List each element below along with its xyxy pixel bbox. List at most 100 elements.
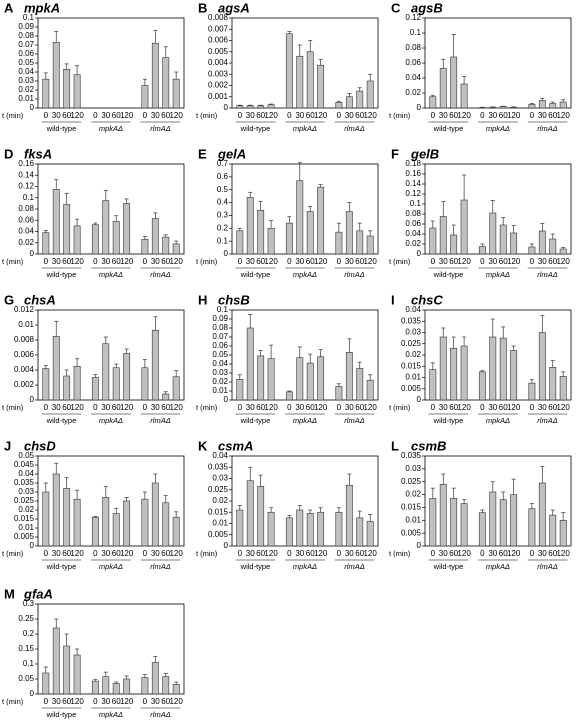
y-tick-label: 0.01 <box>18 523 34 532</box>
bar <box>296 509 304 547</box>
x-tick-label: 120 <box>457 549 471 558</box>
bar <box>439 216 447 255</box>
plot-frame <box>424 163 572 255</box>
y-tick-label: 0.08 <box>18 31 34 40</box>
bar <box>510 106 518 109</box>
y-tick-label: 0.02 <box>212 377 228 386</box>
y-tick-label: 0.1 <box>410 199 422 208</box>
x-tick-label: 60 <box>62 697 71 706</box>
y-tick-label: 0.08 <box>18 204 34 213</box>
bar <box>91 516 99 547</box>
panel-title: gelA <box>217 146 246 161</box>
bar <box>91 224 99 255</box>
bar <box>141 239 149 255</box>
bar <box>172 516 180 547</box>
bar <box>450 56 458 109</box>
bar <box>236 378 244 401</box>
x-tick-label: 60 <box>449 111 458 120</box>
group-label: mpkAΔ <box>99 562 123 571</box>
x-tick-label: 30 <box>246 257 255 266</box>
group-label: wild-type <box>240 270 271 279</box>
group-label: wild-type <box>240 562 271 571</box>
x-tick-label: 0 <box>287 257 292 266</box>
group-label: wild-type <box>46 562 77 571</box>
y-tick-label: 0.003 <box>208 69 229 78</box>
x-tick-label: 0 <box>530 111 535 120</box>
plot-frame <box>231 309 379 401</box>
group-label: mpkAΔ <box>293 562 317 571</box>
bar <box>52 189 60 255</box>
y-tick-label: 0.015 <box>401 503 422 512</box>
bar <box>317 356 325 401</box>
bar <box>267 358 275 401</box>
bar <box>73 498 81 547</box>
x-axis-label: t (min) <box>2 697 24 706</box>
bar <box>236 230 244 255</box>
bar <box>162 502 170 547</box>
bar <box>335 511 343 547</box>
bar <box>429 227 437 255</box>
panel-letter: H <box>198 292 207 307</box>
y-tick-label: 0.1 <box>23 13 35 22</box>
y-tick-label: 0.3 <box>23 599 35 608</box>
y-tick-label: 0.02 <box>405 350 421 359</box>
y-tick-label: 0.06 <box>18 49 34 58</box>
y-tick-label: 0.015 <box>401 361 422 370</box>
x-tick-label: 30 <box>151 257 160 266</box>
group-label: mpkAΔ <box>486 416 510 425</box>
bar <box>285 33 293 109</box>
bar <box>510 232 518 255</box>
y-tick-label: 0.005 <box>401 384 422 393</box>
x-tick-label: 120 <box>120 111 134 120</box>
bar <box>296 55 304 109</box>
x-tick-label: 0 <box>530 257 535 266</box>
bar <box>538 100 546 109</box>
x-tick-label: 120 <box>363 111 377 120</box>
bar <box>63 204 71 255</box>
y-tick-label: 0 <box>30 395 35 404</box>
bar <box>285 517 293 547</box>
bar <box>510 350 518 401</box>
plot-frame <box>231 455 379 547</box>
y-tick-label: 0.035 <box>401 451 422 460</box>
bar <box>538 230 546 255</box>
x-axis-label: t (min) <box>389 111 411 120</box>
x-tick-label: 0 <box>93 403 98 412</box>
y-tick-label: 0.04 <box>212 359 228 368</box>
group-label: mpkAΔ <box>99 124 123 133</box>
x-tick-label: 0 <box>44 111 49 120</box>
group-label: rlmAΔ <box>150 124 170 133</box>
group-label: rlmAΔ <box>537 416 557 425</box>
group-label: rlmAΔ <box>537 124 557 133</box>
bar <box>102 676 110 695</box>
bar <box>162 676 170 695</box>
bar <box>63 645 71 695</box>
y-tick-label: 0.025 <box>401 477 422 486</box>
x-tick-label: 60 <box>548 111 557 120</box>
y-tick-label: 0.18 <box>405 159 421 168</box>
x-tick-label: 60 <box>355 257 364 266</box>
x-tick-label: 30 <box>295 111 304 120</box>
y-tick-label: 0.06 <box>405 58 421 67</box>
bar <box>267 511 275 547</box>
x-tick-label: 30 <box>488 111 497 120</box>
x-tick-label: 60 <box>449 257 458 266</box>
bar <box>42 78 50 109</box>
panel-letter: E <box>198 146 207 161</box>
bar <box>42 232 50 255</box>
bar <box>257 355 265 401</box>
y-tick-label: 0.1 <box>217 305 229 314</box>
x-tick-label: 60 <box>112 697 121 706</box>
y-tick-label: 0.2 <box>217 223 229 232</box>
y-tick-label: 0.006 <box>208 36 229 45</box>
y-tick-label: 0.03 <box>405 464 421 473</box>
bar <box>450 498 458 547</box>
bar <box>499 224 507 255</box>
x-tick-label: 60 <box>161 111 170 120</box>
y-tick-label: 0.035 <box>14 478 35 487</box>
bar <box>559 376 567 401</box>
y-tick-label: 0.004 <box>208 58 229 67</box>
x-tick-label: 0 <box>337 257 342 266</box>
y-tick-label: 0.06 <box>212 341 228 350</box>
x-tick-label: 0 <box>431 111 436 120</box>
